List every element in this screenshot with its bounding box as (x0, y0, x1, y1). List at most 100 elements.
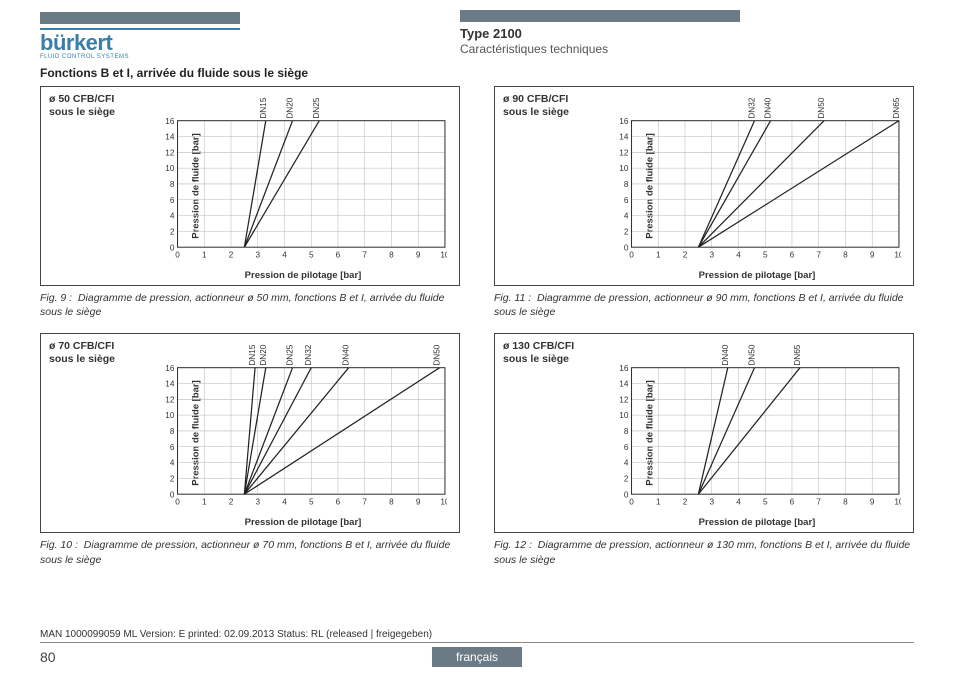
language-badge: français (432, 647, 522, 667)
svg-text:0: 0 (175, 250, 180, 259)
svg-text:5: 5 (763, 498, 768, 507)
svg-text:DN50: DN50 (748, 345, 757, 366)
svg-text:12: 12 (165, 396, 175, 405)
svg-text:8: 8 (843, 498, 848, 507)
svg-text:8: 8 (170, 427, 175, 436)
svg-text:12: 12 (165, 148, 175, 157)
svg-text:0: 0 (624, 243, 629, 252)
logo-top-bar (40, 12, 240, 24)
svg-text:2: 2 (229, 498, 234, 507)
svg-text:10: 10 (894, 250, 901, 259)
svg-text:DN20: DN20 (259, 345, 268, 366)
svg-text:7: 7 (362, 498, 367, 507)
document-info-line: MAN 1000099059 ML Version: E printed: 02… (40, 629, 914, 643)
svg-text:3: 3 (255, 250, 260, 259)
svg-text:DN15: DN15 (259, 97, 268, 118)
svg-text:10: 10 (619, 412, 629, 421)
figure-caption: Fig. 9 : Diagramme de pression, actionne… (40, 286, 460, 329)
page-footer: 80 français (40, 647, 914, 667)
svg-text:0: 0 (629, 498, 634, 507)
svg-text:10: 10 (165, 164, 175, 173)
brand-tagline: FLUID CONTROL SYSTEMS (40, 54, 250, 60)
svg-text:10: 10 (440, 250, 447, 259)
svg-text:12: 12 (619, 396, 629, 405)
header-right: Type 2100 Caractéristiques techniques (250, 10, 914, 56)
svg-text:5: 5 (763, 250, 768, 259)
svg-text:14: 14 (619, 380, 629, 389)
chart-title-line1: ø 70 CFB/CFI (49, 340, 114, 352)
svg-text:2: 2 (229, 250, 234, 259)
figure-caption-text: Diagramme de pression, actionneur ø 90 m… (494, 292, 904, 318)
svg-text:0: 0 (170, 491, 175, 500)
svg-text:0: 0 (175, 498, 180, 507)
svg-text:3: 3 (255, 498, 260, 507)
chart-box: ø 50 CFB/CFIsous le siègePression de flu… (40, 86, 460, 286)
svg-text:6: 6 (336, 250, 341, 259)
svg-text:8: 8 (170, 180, 175, 189)
svg-text:0: 0 (624, 491, 629, 500)
chart-title-line1: ø 90 CFB/CFI (503, 93, 568, 105)
logo-area: bürkert FLUID CONTROL SYSTEMS (40, 10, 250, 60)
chart-cell: ø 50 CFB/CFIsous le siègePression de flu… (40, 86, 460, 329)
svg-text:8: 8 (624, 180, 629, 189)
svg-text:3: 3 (709, 498, 714, 507)
svg-text:6: 6 (336, 498, 341, 507)
svg-text:8: 8 (624, 427, 629, 436)
svg-text:5: 5 (309, 498, 314, 507)
figure-number: Fig. 11 : (494, 292, 531, 304)
chart-svg: 0123456789100246810121416DN32DN40DN50DN6… (613, 97, 901, 275)
svg-text:4: 4 (282, 250, 287, 259)
svg-text:14: 14 (165, 380, 175, 389)
svg-text:DN50: DN50 (433, 345, 442, 366)
svg-text:4: 4 (624, 212, 629, 221)
svg-text:0: 0 (629, 250, 634, 259)
svg-text:10: 10 (619, 164, 629, 173)
x-axis-label: Pression de pilotage [bar] (613, 517, 901, 528)
svg-text:3: 3 (709, 250, 714, 259)
chart-cell: ø 130 CFB/CFIsous le siègePression de fl… (494, 333, 914, 576)
svg-text:4: 4 (282, 498, 287, 507)
svg-text:6: 6 (170, 443, 175, 452)
svg-text:5: 5 (309, 250, 314, 259)
svg-text:DN65: DN65 (793, 345, 802, 366)
chart-box: ø 90 CFB/CFIsous le siègePression de flu… (494, 86, 914, 286)
x-axis-label: Pression de pilotage [bar] (159, 270, 447, 281)
figure-caption: Fig. 12 : Diagramme de pression, actionn… (494, 533, 914, 576)
svg-text:DN40: DN40 (764, 97, 773, 118)
svg-text:0: 0 (170, 243, 175, 252)
svg-text:4: 4 (736, 498, 741, 507)
type-title: Type 2100 (460, 26, 740, 41)
page-header: bürkert FLUID CONTROL SYSTEMS Type 2100 … (0, 0, 954, 54)
svg-text:7: 7 (362, 250, 367, 259)
chart-title-line2: sous le siège (503, 353, 569, 365)
header-title-box: Type 2100 Caractéristiques techniques (460, 10, 740, 56)
svg-text:9: 9 (870, 250, 875, 259)
svg-text:6: 6 (790, 498, 795, 507)
chart-cell: ø 90 CFB/CFIsous le siègePression de flu… (494, 86, 914, 329)
svg-text:6: 6 (790, 250, 795, 259)
chart-title: ø 70 CFB/CFIsous le siège (49, 340, 139, 366)
svg-text:DN50: DN50 (817, 97, 826, 118)
svg-text:6: 6 (624, 443, 629, 452)
svg-text:9: 9 (870, 498, 875, 507)
svg-text:DN40: DN40 (342, 345, 351, 366)
svg-text:DN25: DN25 (286, 345, 295, 366)
svg-text:DN32: DN32 (304, 345, 313, 366)
figure-number: Fig. 10 : (40, 539, 78, 551)
svg-text:2: 2 (683, 250, 688, 259)
figure-caption-text: Diagramme de pression, actionneur ø 70 m… (40, 539, 450, 565)
figure-caption-text: Diagramme de pression, actionneur ø 50 m… (40, 292, 444, 318)
figure-number: Fig. 12 : (494, 539, 532, 551)
svg-text:16: 16 (165, 117, 175, 126)
chart-title-line2: sous le siège (49, 353, 115, 365)
chart-title-line2: sous le siège (49, 106, 115, 118)
chart-title: ø 90 CFB/CFIsous le siège (503, 93, 593, 119)
svg-text:1: 1 (656, 498, 661, 507)
svg-text:9: 9 (416, 250, 421, 259)
chart-title-line2: sous le siège (503, 106, 569, 118)
svg-text:DN15: DN15 (248, 345, 257, 366)
header-subtitle: Caractéristiques techniques (460, 42, 740, 56)
chart-svg: 0123456789100246810121416DN40DN50DN65 (613, 344, 901, 522)
svg-text:9: 9 (416, 498, 421, 507)
svg-text:1: 1 (202, 498, 207, 507)
